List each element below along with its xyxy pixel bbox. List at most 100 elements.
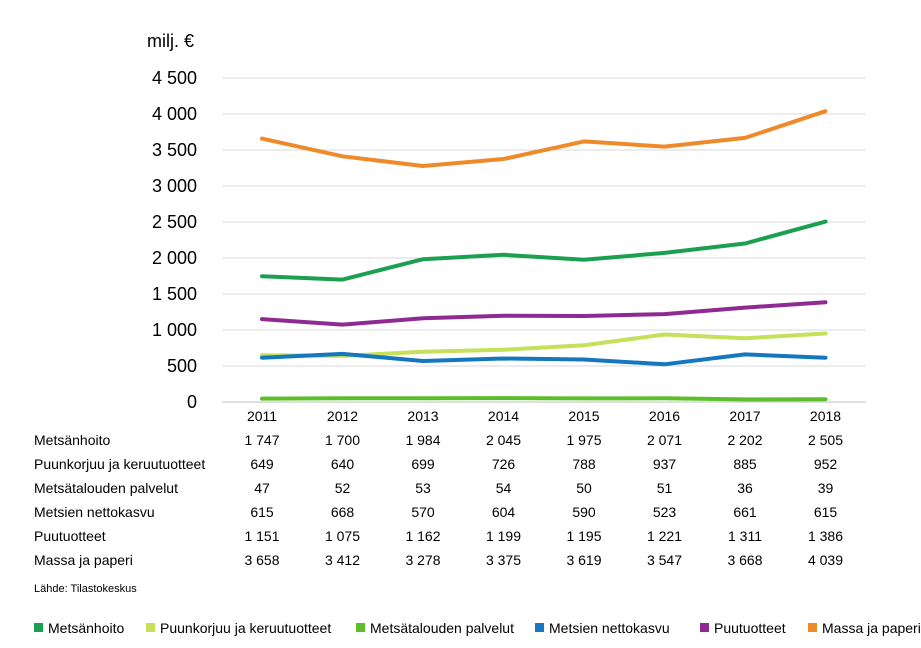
table-cell: 788: [572, 456, 596, 472]
x-tick-label: 2016: [649, 408, 680, 424]
table-cell: 54: [496, 480, 512, 496]
y-tick-label: 2 500: [152, 212, 197, 232]
table-cell: 2 505: [808, 432, 843, 448]
table-cell: 1 984: [405, 432, 440, 448]
table-cell: 523: [653, 504, 677, 520]
table-cell: 1 386: [808, 528, 843, 544]
table-cell: 1 199: [486, 528, 521, 544]
table-cell: 590: [572, 504, 596, 520]
table-cell: 668: [331, 504, 355, 520]
table-row-label: Puutuotteet: [34, 528, 106, 544]
table-cell: 699: [411, 456, 435, 472]
data-table: Metsänhoito 1 747 1 700 1 984 2 045 1 975 2 07…: [34, 432, 843, 568]
table-cell: 3 619: [566, 552, 601, 568]
table-row-label: Metsänhoito: [34, 432, 110, 448]
table-cell: 1 747: [244, 432, 279, 448]
series-line-3: [260, 351, 828, 367]
legend-swatch: [700, 623, 709, 632]
table-cell: 3 658: [244, 552, 279, 568]
table-cell: 3 375: [486, 552, 521, 568]
series-lines: [260, 109, 828, 402]
legend-label: Metsänhoito: [48, 620, 124, 636]
table-cell: 53: [415, 480, 431, 496]
table-cell: 1 975: [566, 432, 601, 448]
table-cell: 1 221: [647, 528, 682, 544]
legend-item: Puutuotteet: [700, 620, 786, 636]
series-line-2: [260, 396, 828, 402]
table-cell: 39: [818, 480, 834, 496]
legend-swatch: [808, 623, 817, 632]
series-line-4: [260, 300, 828, 327]
x-tick-label: 2014: [488, 408, 519, 424]
table-cell: 2 045: [486, 432, 521, 448]
y-tick-label: 3 000: [152, 176, 197, 196]
table-cell: 2 071: [647, 432, 682, 448]
y-tick-label: 500: [167, 356, 197, 376]
table-cell: 3 412: [325, 552, 360, 568]
table-row-label: Metsätalouden palvelut: [34, 480, 178, 496]
x-tick-label: 2017: [729, 408, 760, 424]
legend-item: Metsätalouden palvelut: [356, 620, 514, 636]
legend-swatch: [34, 623, 43, 632]
table-cell: 952: [814, 456, 838, 472]
table-row: Massa ja paperi 3 658 3 412 3 278 3 375 3 619…: [34, 552, 843, 568]
y-tick-label: 2 000: [152, 248, 197, 268]
table-cell: 1 075: [325, 528, 360, 544]
table-cell: 604: [492, 504, 516, 520]
table-cell: 4 039: [808, 552, 843, 568]
table-row: Puunkorjuu ja keruutuotteet 649 640 699 726 7…: [34, 456, 837, 472]
legend-swatch: [356, 623, 365, 632]
table-cell: 3 547: [647, 552, 682, 568]
table-cell: 3 278: [405, 552, 440, 568]
x-axis: 2011 2012 2013 2014 2015 2016 2017 2018: [247, 408, 841, 424]
x-tick-label: 2012: [327, 408, 358, 424]
x-tick-label: 2013: [407, 408, 438, 424]
y-tick-label: 4 000: [152, 104, 197, 124]
table-cell: 615: [814, 504, 838, 520]
y-tick-label: 1 500: [152, 284, 197, 304]
x-tick-label: 2011: [247, 408, 277, 424]
table-cell: 885: [733, 456, 757, 472]
table-row: Metsänhoito 1 747 1 700 1 984 2 045 1 975 2 07…: [34, 432, 843, 448]
legend-label: Metsien nettokasvu: [549, 620, 670, 636]
legend: Metsänhoito Puunkorjuu ja keruutuotteet Me…: [34, 620, 921, 636]
table-cell: 3 668: [727, 552, 762, 568]
table-cell: 52: [335, 480, 351, 496]
legend-item: Metsien nettokasvu: [535, 620, 670, 636]
legend-swatch: [146, 623, 155, 632]
legend-label: Massa ja paperi: [822, 620, 921, 636]
table-cell: 1 311: [728, 528, 762, 544]
x-tick-label: 2018: [810, 408, 841, 424]
table-row: Puutuotteet 1 151 1 075 1 162 1 199 1 195 1 22…: [34, 528, 843, 544]
table-cell: 1 151: [244, 528, 279, 544]
series-line-0: [260, 219, 828, 282]
table-cell: 615: [250, 504, 274, 520]
y-tick-label: 0: [187, 392, 197, 412]
legend-label: Puutuotteet: [714, 620, 786, 636]
table-cell: 640: [331, 456, 355, 472]
table-cell: 1 162: [405, 528, 440, 544]
table-row-label: Massa ja paperi: [34, 552, 133, 568]
table-cell: 1 700: [325, 432, 360, 448]
table-cell: 36: [737, 480, 753, 496]
y-axis: 0 500 1 000 1 500 2 000 2 500 3 000 3 500 4 000 4…: [152, 68, 197, 412]
table-row-label: Metsien nettokasvu: [34, 504, 155, 520]
table-cell: 726: [492, 456, 516, 472]
table-row: Metsätalouden palvelut 47 52 53 54 50 51 36 39: [34, 480, 833, 496]
y-axis-unit-label: milj. €: [147, 31, 194, 51]
legend-swatch: [535, 623, 544, 632]
table-cell: 47: [254, 480, 270, 496]
legend-item: Metsänhoito: [34, 620, 124, 636]
y-tick-label: 4 500: [152, 68, 197, 88]
legend-label: Metsätalouden palvelut: [370, 620, 514, 636]
table-cell: 570: [411, 504, 435, 520]
legend-item: Massa ja paperi: [808, 620, 921, 636]
source-note: Lähde: Tilastokeskus: [34, 583, 137, 595]
y-tick-label: 3 500: [152, 140, 197, 160]
table-cell: 937: [653, 456, 677, 472]
table-cell: 661: [733, 504, 757, 520]
table-cell: 649: [250, 456, 274, 472]
table-row-label: Puunkorjuu ja keruutuotteet: [34, 456, 205, 472]
table-row: Metsien nettokasvu 615 668 570 604 590 523 661 6…: [34, 504, 837, 520]
